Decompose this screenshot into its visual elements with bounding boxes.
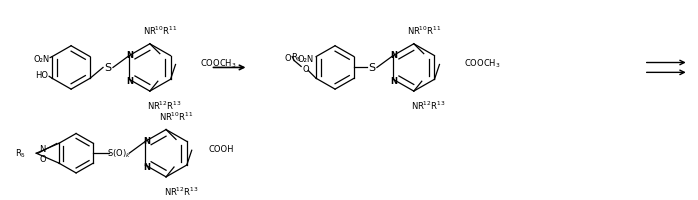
Text: NR$^{10}$R$^{11}$: NR$^{10}$R$^{11}$ — [159, 110, 193, 122]
Text: COOH: COOH — [209, 144, 234, 153]
Text: NR$^{10}$R$^{11}$: NR$^{10}$R$^{11}$ — [406, 25, 441, 37]
Text: COOCH$_3$: COOCH$_3$ — [464, 57, 501, 69]
Text: S(O)$_k$: S(O)$_k$ — [107, 147, 131, 160]
Text: N: N — [39, 144, 46, 153]
Text: R$_5$: R$_5$ — [15, 147, 27, 160]
Text: S: S — [105, 63, 112, 73]
Text: N: N — [143, 162, 150, 171]
Text: N: N — [126, 76, 133, 85]
Text: N: N — [391, 51, 398, 60]
Text: N: N — [391, 76, 398, 85]
Text: N: N — [143, 136, 150, 145]
Text: O₂N: O₂N — [298, 55, 314, 64]
Text: NR$^{12}$R$^{13}$: NR$^{12}$R$^{13}$ — [411, 99, 446, 112]
Text: N: N — [126, 51, 133, 60]
Text: O₂N: O₂N — [34, 55, 50, 64]
Text: S: S — [369, 63, 376, 73]
Text: R$_5$: R$_5$ — [290, 51, 302, 64]
Text: HO: HO — [35, 70, 48, 79]
Text: COOCH$_3$: COOCH$_3$ — [200, 57, 237, 69]
Text: NR$^{12}$R$^{13}$: NR$^{12}$R$^{13}$ — [164, 185, 198, 197]
Text: NR$^{12}$R$^{13}$: NR$^{12}$R$^{13}$ — [147, 99, 182, 112]
Text: O: O — [285, 54, 292, 63]
Text: O: O — [39, 154, 46, 163]
Text: NR$^{10}$R$^{11}$: NR$^{10}$R$^{11}$ — [142, 25, 177, 37]
Text: O: O — [303, 65, 309, 74]
